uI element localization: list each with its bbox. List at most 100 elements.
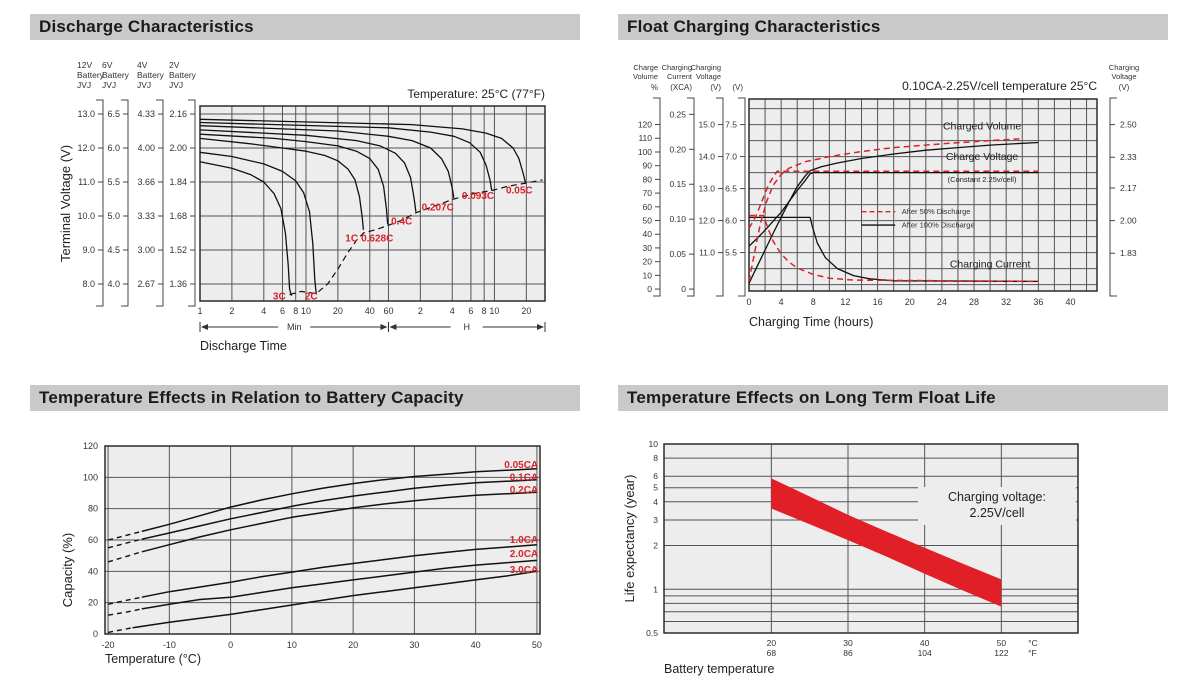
svg-text:0: 0 <box>93 629 98 639</box>
series-3.0CA-dashed <box>107 627 133 634</box>
svg-text:0: 0 <box>681 284 686 294</box>
svg-text:122: 122 <box>994 648 1008 658</box>
svg-text:2.50: 2.50 <box>1120 120 1137 130</box>
svg-text:2: 2 <box>229 306 234 316</box>
svg-text:4V: 4V <box>137 60 148 70</box>
series-0.2CA <box>141 491 537 553</box>
svg-text:3.66: 3.66 <box>137 177 155 187</box>
float-life-section-title: Temperature Effects on Long Term Float L… <box>618 385 1168 411</box>
svg-text:JVJ: JVJ <box>137 80 151 90</box>
svg-text:10: 10 <box>643 270 653 280</box>
svg-text:120: 120 <box>638 120 652 130</box>
svg-text:0.1CA: 0.1CA <box>510 472 538 483</box>
discharge-chart: 12VBatteryJVJ13.012.011.010.09.08.06VBat… <box>58 60 546 353</box>
svg-text:12.0: 12.0 <box>698 216 715 226</box>
svg-text:2.00: 2.00 <box>1120 216 1137 226</box>
svg-text:Voltage: Voltage <box>1111 72 1136 81</box>
svg-text:Terminal Voltage (V): Terminal Voltage (V) <box>58 145 73 262</box>
svg-text:3C: 3C <box>273 291 286 302</box>
svg-text:68: 68 <box>767 648 777 658</box>
svg-text:5.0: 5.0 <box>107 211 120 221</box>
series-1.0CA-dashed <box>107 596 142 605</box>
svg-text:JVJ: JVJ <box>77 80 91 90</box>
svg-text:36: 36 <box>1033 297 1043 307</box>
svg-text:Battery: Battery <box>102 70 130 80</box>
svg-text:Temperature: 25°C (77°F): Temperature: 25°C (77°F) <box>407 87 545 101</box>
svg-text:0.5: 0.5 <box>646 628 658 638</box>
svg-text:30: 30 <box>643 243 653 253</box>
svg-text:Voltage: Voltage <box>696 72 721 81</box>
svg-text:50: 50 <box>997 638 1007 648</box>
svg-text:100: 100 <box>83 472 98 482</box>
svg-text:2: 2 <box>653 541 658 551</box>
svg-text:Battery: Battery <box>137 70 165 80</box>
svg-text:6: 6 <box>468 306 473 316</box>
capacity-temperature-section: Temperature Effects in Relation to Batte… <box>30 385 580 691</box>
life-expectancy-band <box>771 478 1002 607</box>
svg-text:14.0: 14.0 <box>698 152 715 162</box>
svg-text:Min: Min <box>287 322 302 332</box>
svg-text:20: 20 <box>767 638 777 648</box>
charged-volume-50 <box>748 137 1023 282</box>
float-grid <box>749 99 1097 291</box>
svg-text:16: 16 <box>873 297 883 307</box>
svg-text:6.0: 6.0 <box>725 216 737 226</box>
svg-text:-20: -20 <box>102 640 115 650</box>
svg-text:4: 4 <box>779 297 784 307</box>
svg-text:0: 0 <box>647 284 652 294</box>
svg-text:40: 40 <box>643 229 653 239</box>
svg-text:H: H <box>463 322 470 332</box>
svg-text:9.0: 9.0 <box>82 245 95 255</box>
svg-text:1: 1 <box>197 306 202 316</box>
svg-text:6: 6 <box>280 306 285 316</box>
svg-text:Charging: Charging <box>662 63 692 72</box>
svg-text:11.0: 11.0 <box>699 248 715 258</box>
svg-text:0: 0 <box>746 297 751 307</box>
svg-text:0.4C: 0.4C <box>391 216 412 227</box>
series-0.207C <box>199 125 455 199</box>
svg-text:(Constant 2.25v/cell): (Constant 2.25v/cell) <box>948 175 1017 184</box>
svg-text:6V: 6V <box>102 60 113 70</box>
svg-text:10: 10 <box>489 306 499 316</box>
series-1C <box>199 137 365 230</box>
floatlife-grid <box>664 443 1078 634</box>
svg-text:13.0: 13.0 <box>77 109 95 119</box>
svg-text:15.0: 15.0 <box>698 120 715 130</box>
svg-text:Charging voltage:: Charging voltage: <box>948 490 1046 504</box>
svg-text:8: 8 <box>811 297 816 307</box>
series-0.05CA-dashed <box>107 530 142 541</box>
svg-text:30: 30 <box>843 638 853 648</box>
cutoff-locus <box>289 179 543 296</box>
series-0.05CA <box>141 467 537 533</box>
svg-text:40: 40 <box>365 306 375 316</box>
svg-text:Capacity (%): Capacity (%) <box>60 533 75 607</box>
float-charging-section-title: Float Charging Characteristics <box>618 14 1168 40</box>
svg-text:4.0: 4.0 <box>107 279 120 289</box>
discharge-section-title: Discharge Characteristics <box>30 14 580 40</box>
svg-text:6.5: 6.5 <box>725 184 737 194</box>
svg-text:40: 40 <box>88 566 98 576</box>
svg-text:1.84: 1.84 <box>169 177 187 187</box>
svg-text:20: 20 <box>88 598 98 608</box>
svg-text:3.33: 3.33 <box>137 211 155 221</box>
svg-text:2: 2 <box>418 306 423 316</box>
svg-text:100: 100 <box>638 147 652 157</box>
svg-text:10: 10 <box>649 439 659 449</box>
charge-voltage-50 <box>748 170 1039 229</box>
svg-text:4: 4 <box>450 306 455 316</box>
svg-text:2.0CA: 2.0CA <box>510 549 538 560</box>
svg-text:6: 6 <box>653 471 658 481</box>
svg-text:Battery: Battery <box>169 70 197 80</box>
svg-text:Temperature (°C): Temperature (°C) <box>105 652 201 666</box>
svg-text:°F: °F <box>1028 648 1037 658</box>
svg-text:20: 20 <box>348 640 358 650</box>
svg-text:4: 4 <box>653 497 658 507</box>
svg-text:%: % <box>651 83 658 92</box>
